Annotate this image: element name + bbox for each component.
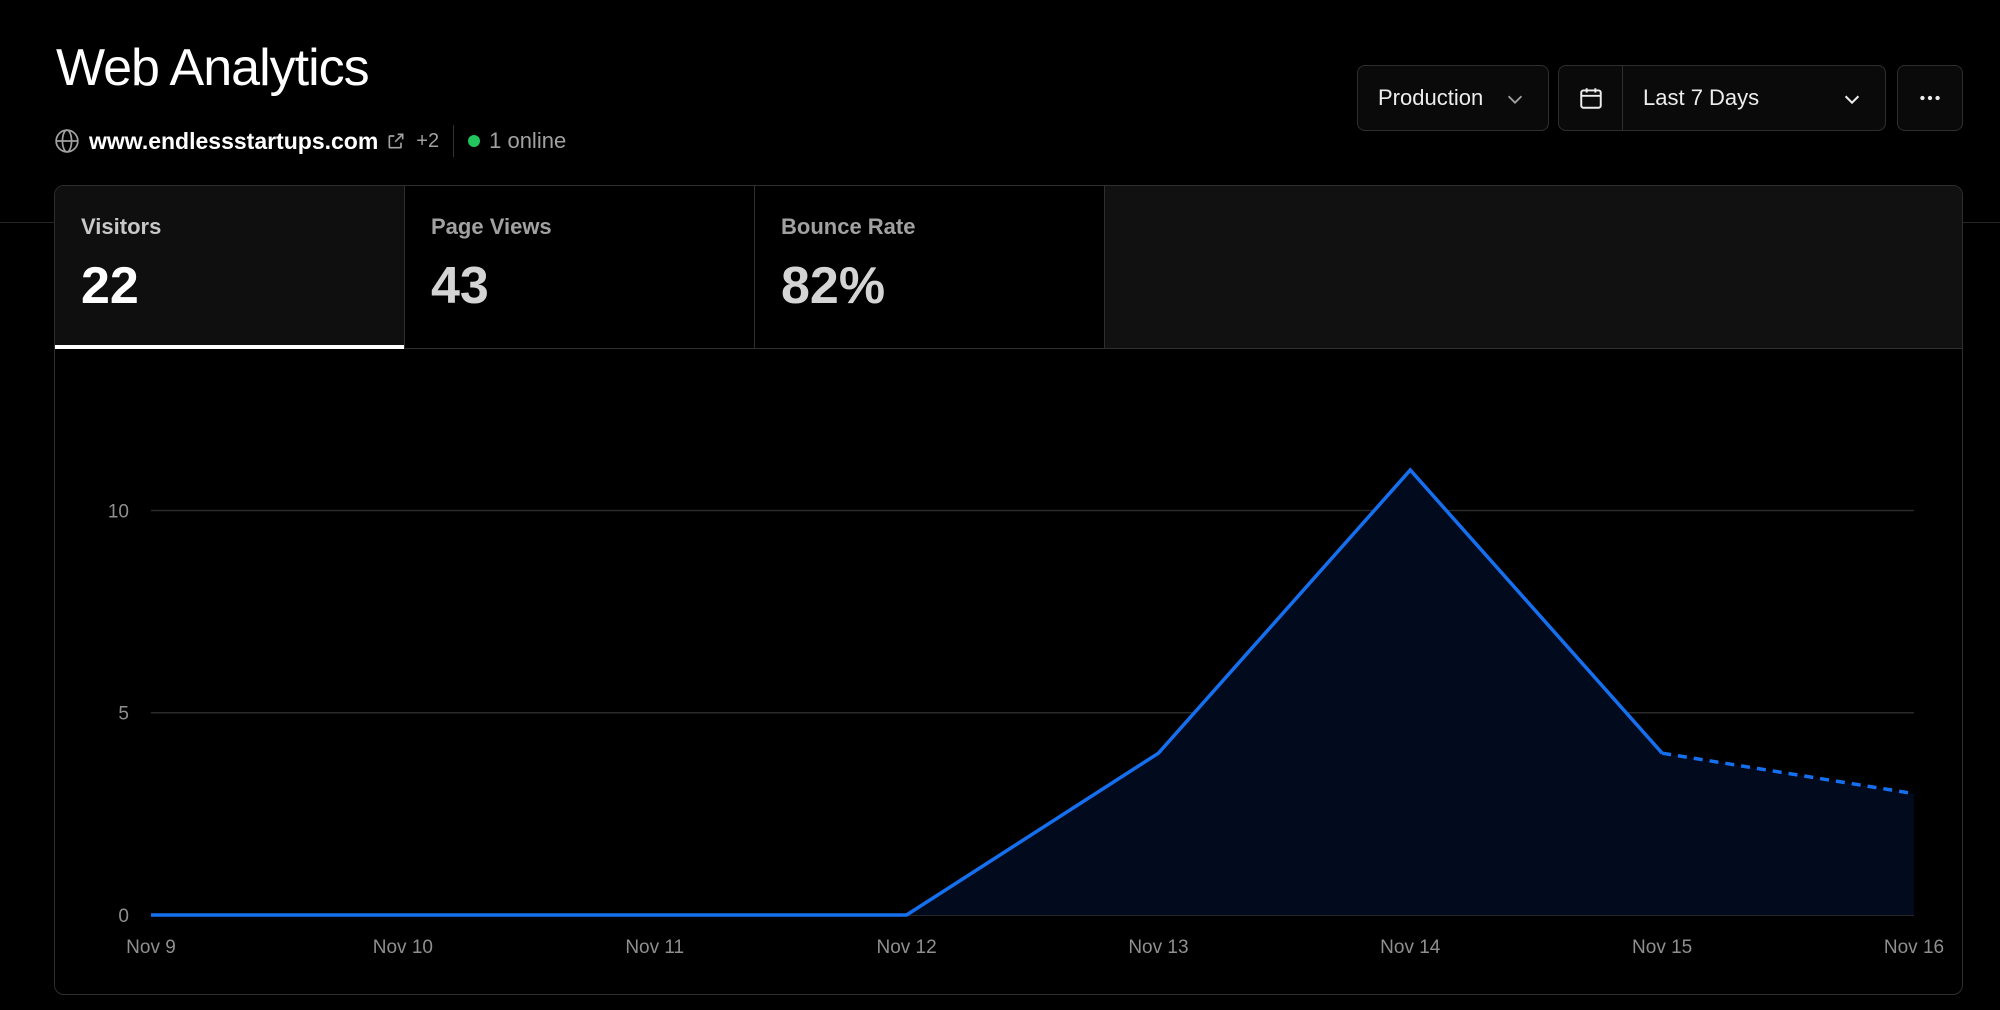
chevron-down-icon xyxy=(1507,95,1523,104)
chevron-down-icon xyxy=(1844,95,1860,105)
series-line-projected xyxy=(1661,751,1915,796)
metric-value: 82% xyxy=(781,257,886,315)
x-tick-label: Nov 14 xyxy=(1380,937,1441,958)
y-tick-label: 10 xyxy=(108,501,129,522)
tab-page-views[interactable]: Page Views 43 xyxy=(405,186,755,348)
tab-visitors[interactable]: Visitors 22 xyxy=(55,186,405,349)
series-line-visitors xyxy=(151,467,1664,917)
page-title: Web Analytics xyxy=(56,39,370,97)
date-range-select[interactable]: Last 7 Days xyxy=(1558,65,1886,131)
x-tick-label: Nov 12 xyxy=(876,937,936,958)
site-domain-link[interactable]: www.endlessstartups.com xyxy=(89,127,379,154)
more-domains-count[interactable]: +2 xyxy=(416,129,440,152)
x-tick-label: Nov 10 xyxy=(373,937,433,958)
metric-value: 22 xyxy=(81,257,139,315)
x-tick-label: Nov 11 xyxy=(625,937,684,958)
separator xyxy=(453,125,455,157)
visitors-chart: 0 5 10 Nov 9 Nov 10 Nov 11 Nov 12 Nov 13 Nov 14 N… xyxy=(108,467,1944,958)
online-status-dot xyxy=(468,135,481,147)
x-tick-label: Nov 16 xyxy=(1884,937,1944,958)
metric-label: Visitors xyxy=(81,214,162,239)
y-tick-label: 0 xyxy=(118,906,129,927)
date-range-label: Last 7 Days xyxy=(1643,85,1760,110)
globe-icon xyxy=(55,129,79,153)
metric-tabs: Visitors 22 Page Views 43 Bounce Rate 82… xyxy=(55,186,1962,349)
area-fill xyxy=(151,470,1914,915)
environment-label: Production xyxy=(1378,85,1484,110)
external-link-icon[interactable] xyxy=(386,131,406,151)
calendar-button[interactable] xyxy=(1559,66,1623,130)
site-info: www.endlessstartups.com +2 1 online xyxy=(54,124,566,158)
x-tick-label: Nov 15 xyxy=(1632,937,1692,958)
x-tick-label: Nov 9 xyxy=(126,937,176,958)
metric-label: Bounce Rate xyxy=(781,214,916,239)
metric-label: Page Views xyxy=(431,214,552,239)
online-count: 1 online xyxy=(489,128,567,153)
more-options-button[interactable] xyxy=(1897,65,1963,131)
x-tick-label: Nov 13 xyxy=(1128,937,1188,958)
y-tick-label: 5 xyxy=(118,704,129,725)
calendar-icon xyxy=(1579,88,1602,109)
environment-select[interactable]: Production xyxy=(1357,65,1549,131)
metric-value: 43 xyxy=(431,257,489,315)
more-horizontal-icon xyxy=(1920,95,1940,101)
tab-bounce-rate[interactable]: Bounce Rate 82% xyxy=(755,186,1105,348)
analytics-card: Visitors 22 Page Views 43 Bounce Rate 82… xyxy=(54,185,1963,995)
